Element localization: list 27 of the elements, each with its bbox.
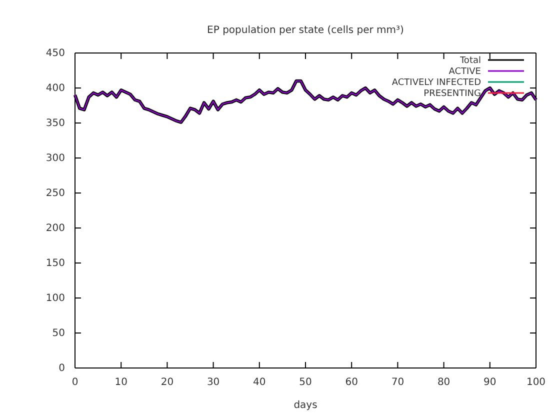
y-tick-label: 300 bbox=[46, 153, 65, 164]
y-tick-label: 200 bbox=[46, 223, 65, 234]
x-tick-label: 100 bbox=[526, 377, 546, 388]
x-tick-label: 10 bbox=[114, 377, 128, 388]
x-tick-label: 90 bbox=[484, 377, 496, 388]
x-tick-label: 40 bbox=[253, 377, 266, 388]
x-tick-label: 80 bbox=[437, 377, 450, 388]
y-tick-label: 0 bbox=[58, 363, 65, 374]
y-tick-label: 250 bbox=[46, 188, 65, 200]
y-tick-label: 400 bbox=[46, 83, 65, 94]
x-tick-label: 60 bbox=[345, 377, 358, 388]
chart-title: EP population per state (cells per mm³) bbox=[207, 25, 404, 36]
legend-label: PRESENTING bbox=[424, 89, 482, 99]
legend-label: ACTIVELY INFECTED bbox=[392, 78, 482, 88]
y-tick-label: 50 bbox=[52, 328, 65, 340]
legend-label: ACTIVE bbox=[448, 67, 482, 77]
x-tick-label: 50 bbox=[299, 377, 312, 388]
y-tick-label: 100 bbox=[46, 293, 65, 304]
legend-label: Total bbox=[458, 56, 481, 66]
y-tick-label: 350 bbox=[46, 118, 65, 130]
x-tick-label: 0 bbox=[72, 377, 78, 388]
x-tick-label: 70 bbox=[391, 377, 404, 388]
x-tick-label: 30 bbox=[206, 377, 220, 388]
x-tick-label: 20 bbox=[160, 377, 174, 388]
y-tick-label: 150 bbox=[46, 258, 65, 270]
x-axis-title: days bbox=[294, 400, 318, 411]
y-tick-label: 450 bbox=[46, 48, 65, 60]
